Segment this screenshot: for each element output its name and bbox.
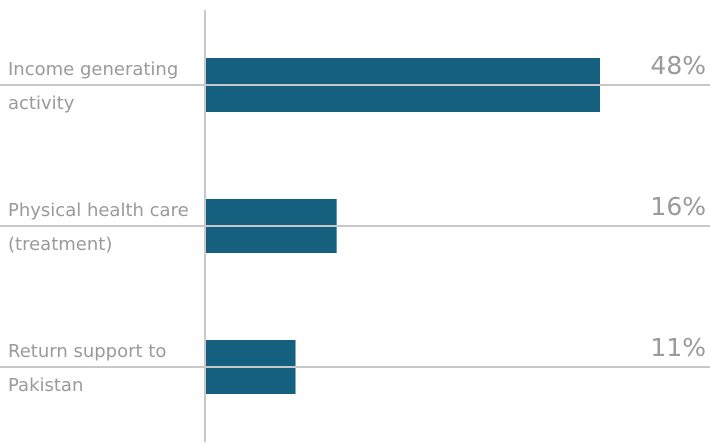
category-label: Income generating activity bbox=[8, 59, 179, 114]
value-label: 16% bbox=[650, 192, 706, 221]
category-label: Return support to Pakistan bbox=[8, 341, 167, 396]
category-label: Physical health care (treatment) bbox=[8, 200, 189, 255]
value-label: 11% bbox=[650, 333, 706, 362]
value-label: 48% bbox=[650, 51, 706, 80]
